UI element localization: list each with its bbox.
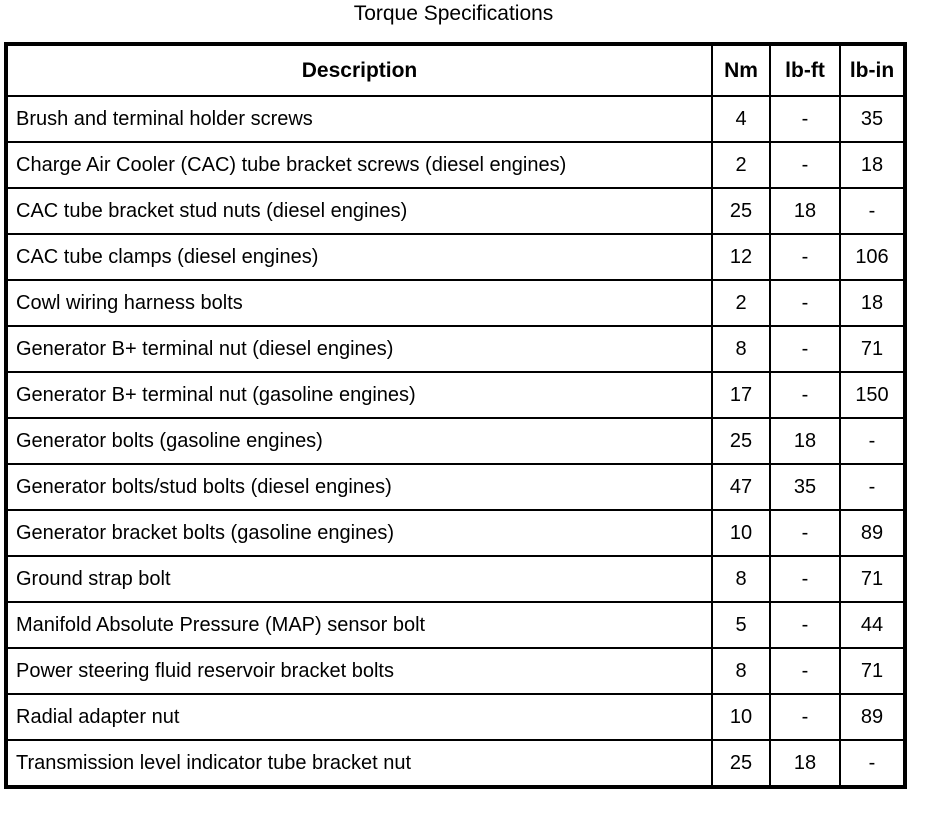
cell-lb-ft: - (769, 233, 841, 281)
table-row: Charge Air Cooler (CAC) tube bracket scr… (5, 141, 906, 189)
cell-description: Brush and terminal holder screws (5, 95, 713, 143)
table-row: Transmission level indicator tube bracke… (5, 739, 906, 788)
cell-description: Cowl wiring harness bolts (5, 279, 713, 327)
table-row: Generator bolts/stud bolts (diesel engin… (5, 463, 906, 511)
column-header-lb-in: lb-in (839, 43, 906, 97)
cell-lb-in: 106 (839, 233, 906, 281)
cell-lb-ft: 18 (769, 187, 841, 235)
cell-lb-ft: - (769, 371, 841, 419)
cell-nm: 47 (711, 463, 771, 511)
cell-lb-ft: - (769, 647, 841, 695)
cell-description: Transmission level indicator tube bracke… (5, 739, 713, 788)
page-title: Torque Specifications (353, 2, 554, 25)
cell-lb-in: - (839, 739, 906, 788)
cell-description: Radial adapter nut (5, 693, 713, 741)
cell-lb-in: 35 (839, 95, 906, 143)
torque-specifications-table: Description Nm lb-ft lb-in Brush and ter… (4, 42, 907, 789)
table-row: Cowl wiring harness bolts 2 - 18 (5, 279, 906, 327)
cell-lb-ft: - (769, 509, 841, 557)
table-row: Generator B+ terminal nut (gasoline engi… (5, 371, 906, 419)
cell-nm: 12 (711, 233, 771, 281)
table-row: Brush and terminal holder screws 4 - 35 (5, 95, 906, 143)
cell-nm: 8 (711, 555, 771, 603)
cell-nm: 17 (711, 371, 771, 419)
table-row: Generator B+ terminal nut (diesel engine… (5, 325, 906, 373)
cell-nm: 2 (711, 141, 771, 189)
cell-lb-ft: - (769, 279, 841, 327)
cell-lb-in: 18 (839, 279, 906, 327)
cell-lb-ft: - (769, 693, 841, 741)
cell-lb-ft: - (769, 95, 841, 143)
cell-lb-ft: - (769, 555, 841, 603)
cell-lb-in: 71 (839, 555, 906, 603)
cell-lb-in: 18 (839, 141, 906, 189)
cell-nm: 10 (711, 693, 771, 741)
cell-description: Generator bolts (gasoline engines) (5, 417, 713, 465)
cell-lb-in: 89 (839, 509, 906, 557)
cell-nm: 25 (711, 739, 771, 788)
table-row: Power steering fluid reservoir bracket b… (5, 647, 906, 695)
column-header-description: Description (5, 43, 713, 97)
cell-lb-in: 150 (839, 371, 906, 419)
cell-lb-in: - (839, 417, 906, 465)
cell-nm: 2 (711, 279, 771, 327)
cell-lb-ft: - (769, 325, 841, 373)
cell-nm: 10 (711, 509, 771, 557)
cell-description: Generator bracket bolts (gasoline engine… (5, 509, 713, 557)
table-row: Radial adapter nut 10 - 89 (5, 693, 906, 741)
cell-nm: 8 (711, 325, 771, 373)
cell-lb-in: - (839, 463, 906, 511)
cell-lb-ft: 35 (769, 463, 841, 511)
cell-description: Ground strap bolt (5, 555, 713, 603)
cell-description: CAC tube clamps (diesel engines) (5, 233, 713, 281)
cell-lb-in: 44 (839, 601, 906, 649)
table-body: Brush and terminal holder screws 4 - 35 … (5, 95, 906, 788)
cell-nm: 4 (711, 95, 771, 143)
cell-description: Generator B+ terminal nut (diesel engine… (5, 325, 713, 373)
table-header-row: Description Nm lb-ft lb-in (5, 43, 906, 97)
table-row: Ground strap bolt 8 - 71 (5, 555, 906, 603)
cell-lb-in: 71 (839, 325, 906, 373)
cell-nm: 5 (711, 601, 771, 649)
cell-lb-ft: - (769, 601, 841, 649)
cell-lb-ft: 18 (769, 417, 841, 465)
cell-nm: 8 (711, 647, 771, 695)
table-row: CAC tube bracket stud nuts (diesel engin… (5, 187, 906, 235)
table-row: Generator bracket bolts (gasoline engine… (5, 509, 906, 557)
cell-description: Charge Air Cooler (CAC) tube bracket scr… (5, 141, 713, 189)
cell-nm: 25 (711, 187, 771, 235)
cell-description: CAC tube bracket stud nuts (diesel engin… (5, 187, 713, 235)
cell-nm: 25 (711, 417, 771, 465)
column-header-lb-ft: lb-ft (769, 43, 841, 97)
cell-lb-in: 89 (839, 693, 906, 741)
cell-description: Generator bolts/stud bolts (diesel engin… (5, 463, 713, 511)
column-header-nm: Nm (711, 43, 771, 97)
cell-lb-ft: 18 (769, 739, 841, 788)
cell-lb-in: - (839, 187, 906, 235)
table-row: CAC tube clamps (diesel engines) 12 - 10… (5, 233, 906, 281)
cell-lb-ft: - (769, 141, 841, 189)
cell-lb-in: 71 (839, 647, 906, 695)
table-row: Manifold Absolute Pressure (MAP) sensor … (5, 601, 906, 649)
table-row: Generator bolts (gasoline engines) 25 18… (5, 417, 906, 465)
cell-description: Generator B+ terminal nut (gasoline engi… (5, 371, 713, 419)
cell-description: Manifold Absolute Pressure (MAP) sensor … (5, 601, 713, 649)
cell-description: Power steering fluid reservoir bracket b… (5, 647, 713, 695)
